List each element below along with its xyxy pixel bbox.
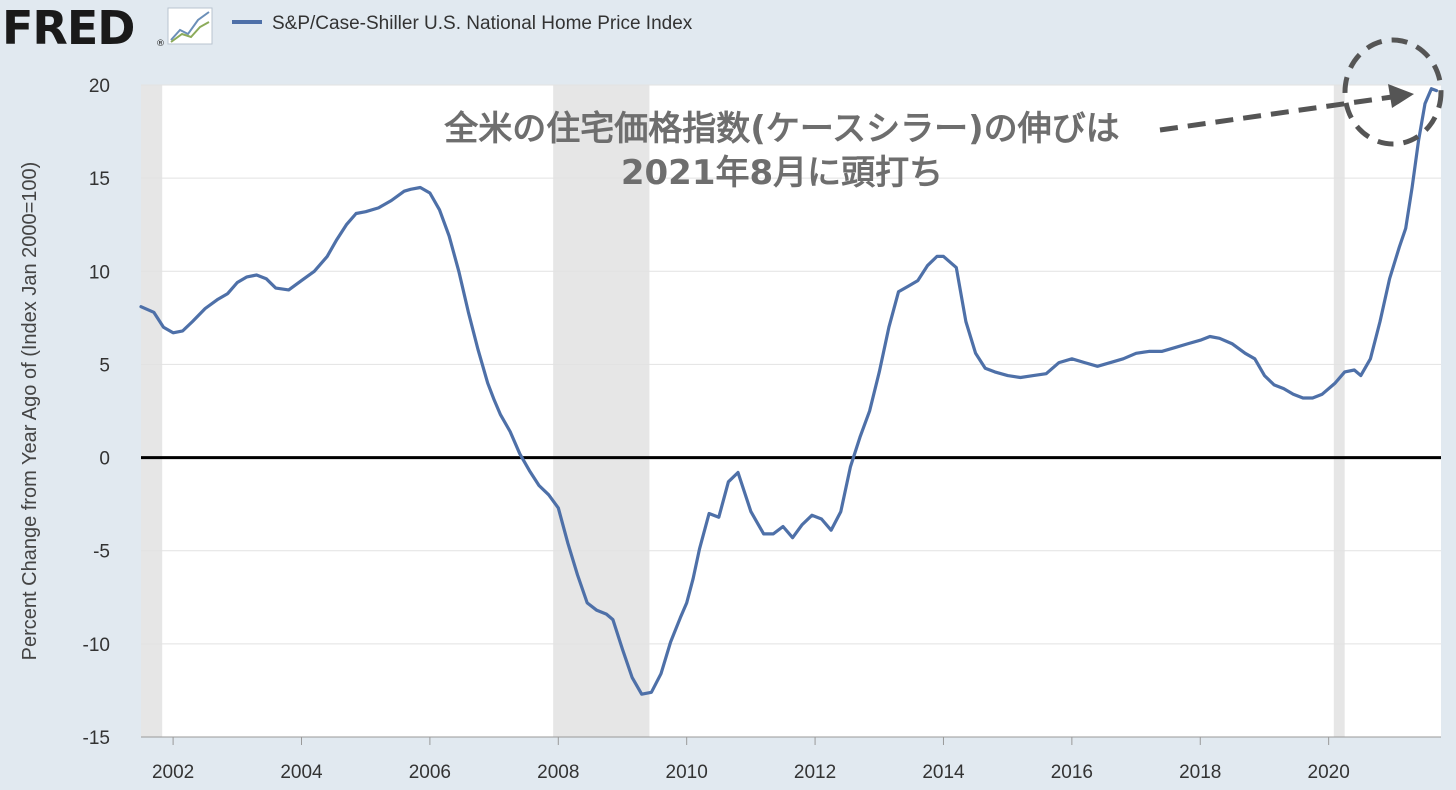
y-tick-label: -10 (83, 635, 110, 656)
y-tick-label: 15 (89, 169, 110, 190)
recession-band-0 (141, 85, 163, 737)
recession-band-2 (1333, 85, 1345, 737)
x-tick-label: 2004 (280, 762, 323, 783)
x-tick-label: 2012 (794, 762, 836, 783)
legend-label: S&P/Case-Shiller U.S. National Home Pric… (272, 13, 693, 34)
x-tick-label: 2016 (1051, 762, 1093, 783)
registered-mark: ® (156, 39, 165, 49)
y-tick-label: -5 (93, 542, 110, 563)
x-tick-label: 2010 (666, 762, 708, 783)
annotation: 全米の住宅価格指数(ケースシラー)の伸びは 2021年8月に頭打ち (443, 37, 1444, 193)
annotation-arrow-line (1159, 94, 1393, 133)
recession-bands (141, 85, 1345, 737)
annotation-highlight-circle (1342, 37, 1444, 147)
x-tick-label: 2014 (922, 762, 965, 783)
chart-line-icon (167, 7, 213, 45)
y-axis-ticks: 20 15 10 5 0 -5 -10 -15 (83, 76, 110, 749)
annotation-arrowhead-icon (1388, 84, 1414, 108)
y-axis-label: Percent Change from Year Ago of (Index J… (19, 162, 41, 661)
y-tick-label: 0 (99, 449, 110, 470)
annotation-line-2: 2021年8月に頭打ち (621, 153, 943, 193)
x-tick-label: 2002 (152, 762, 194, 783)
y-tick-label: -15 (83, 728, 110, 749)
y-tick-label: 20 (89, 76, 110, 97)
fred-logo[interactable]: FRED (2, 1, 135, 55)
x-axis-ticks: 2002 2004 2006 2008 2010 2012 2014 2016 2018 2020 (141, 736, 1441, 783)
recession-band-1 (553, 85, 650, 737)
series-line-case-shiller (139, 87, 1439, 696)
plot-area (141, 85, 1441, 737)
y-tick-label: 5 (99, 355, 110, 376)
header: FRED ® S&P/Case-Shiller U.S. National Ho… (2, 1, 693, 55)
annotation-line-1: 全米の住宅価格指数(ケースシラー)の伸びは (443, 109, 1119, 149)
x-tick-label: 2006 (409, 762, 451, 783)
x-tick-label: 2008 (537, 762, 579, 783)
x-tick-label: 2018 (1179, 762, 1221, 783)
x-tick-label: 2020 (1308, 762, 1350, 783)
y-tick-label: 10 (89, 262, 110, 283)
